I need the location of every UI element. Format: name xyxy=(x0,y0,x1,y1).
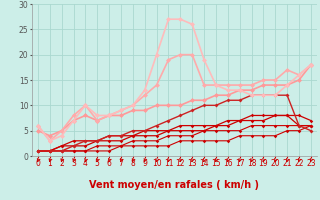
X-axis label: Vent moyen/en rafales ( km/h ): Vent moyen/en rafales ( km/h ) xyxy=(89,180,260,190)
